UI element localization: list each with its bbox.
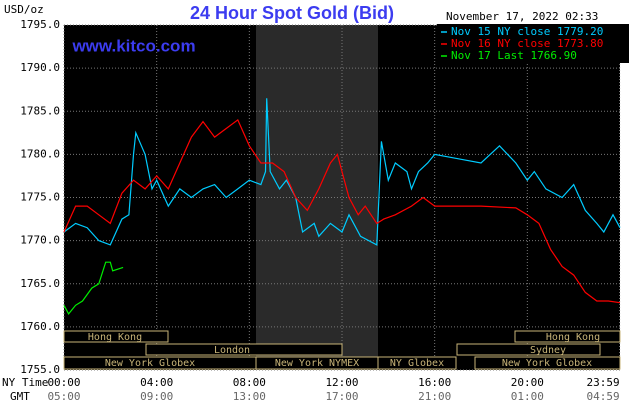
x-axis-label: GMT <box>10 390 30 403</box>
sessions: Hong Kong London New York Globex New Yor… <box>63 330 621 370</box>
y-tick-label: 1795.0 <box>20 18 60 31</box>
legend-label: Nov 17 Last 1766.90 <box>451 49 577 62</box>
chart-title: 24 Hour Spot Gold (Bid) <box>190 3 394 23</box>
session-label: NY Globex <box>390 358 444 369</box>
x-axis-label: NY Time <box>2 376 48 389</box>
gmt-tick-label: 09:00 <box>140 390 173 403</box>
session-box <box>456 343 601 356</box>
price-line <box>63 98 621 246</box>
y-tick-label: 1780.0 <box>20 147 60 160</box>
session-box <box>514 330 621 343</box>
y-tick-label: 1755.0 <box>20 363 60 376</box>
session-label: New York NYMEX <box>275 358 359 369</box>
session-label: Hong Kong <box>88 332 142 343</box>
session-label: London <box>214 345 250 356</box>
legend-label: Nov 15 NY close 1779.20 <box>451 25 603 38</box>
legend-label: Nov 16 NY close 1773.80 <box>451 37 603 50</box>
session-label: Hong Kong <box>546 332 600 343</box>
gmt-tick-label: 21:00 <box>418 390 451 403</box>
session-label: Sydney <box>530 345 566 356</box>
gmt-tick-label: 13:00 <box>233 390 266 403</box>
price-line <box>63 118 621 304</box>
session-box <box>145 343 343 356</box>
y-tick-label: 1765.0 <box>20 277 60 290</box>
y-tick-label: 1785.0 <box>20 104 60 117</box>
x-tick-label: 04:00 <box>140 376 173 389</box>
x-tick-label: 08:00 <box>233 376 266 389</box>
session-box <box>63 330 169 343</box>
y-tick-label: 1760.0 <box>20 320 60 333</box>
x-tick-label: 23:59 <box>586 376 619 389</box>
x-tick-label: 16:00 <box>418 376 451 389</box>
website: www.kitco.com <box>71 36 195 55</box>
gmt-tick-label: 05:00 <box>47 390 80 403</box>
session-box <box>377 356 457 370</box>
y-axis-label: USD/oz <box>4 3 44 16</box>
gmt-tick-label: 17:00 <box>325 390 358 403</box>
session-label: New York Globex <box>502 358 592 369</box>
session-box <box>474 356 621 370</box>
session-label: New York Globex <box>105 358 195 369</box>
x-tick-label: 20:00 <box>511 376 544 389</box>
legend-box <box>437 24 629 63</box>
y-tick-label: 1770.0 <box>20 234 60 247</box>
timestamp: November 17, 2022 02:33 <box>446 10 598 23</box>
gmt-tick-label: 04:59 <box>586 390 619 403</box>
gmt-tick-label: 01:00 <box>511 390 544 403</box>
y-tick-label: 1775.0 <box>20 191 60 204</box>
y-tick-label: 1790.0 <box>20 61 60 74</box>
price-line <box>63 261 124 315</box>
x-tick-label: 00:00 <box>47 376 80 389</box>
x-tick-label: 12:00 <box>325 376 358 389</box>
